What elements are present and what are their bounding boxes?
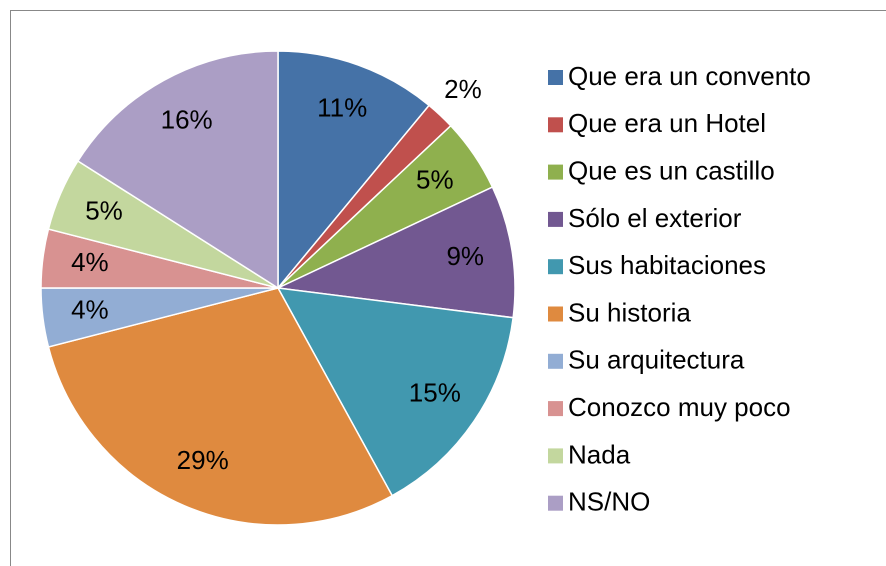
legend-swatch	[548, 70, 563, 85]
pie-slice	[277, 50, 431, 291]
legend-swatch	[548, 401, 563, 417]
data-label: 4%	[71, 247, 109, 277]
legend-label: NS/NO	[568, 487, 650, 517]
pie-slice	[47, 287, 394, 526]
legend-label: Nada	[568, 439, 631, 469]
legend-label: Sus habitaciones	[568, 250, 766, 280]
legend-swatch	[548, 117, 563, 133]
data-label: 15%	[409, 377, 461, 407]
legend-swatch	[548, 164, 563, 180]
legend-label: Que es un castillo	[568, 155, 775, 185]
legend-swatch	[548, 353, 563, 369]
data-label: 16%	[161, 105, 213, 135]
pie-slice	[275, 186, 516, 319]
legend-swatch	[548, 495, 563, 511]
data-label: 5%	[85, 196, 123, 226]
legend-swatch	[548, 448, 563, 464]
legend-label: Su historia	[568, 297, 691, 327]
data-label: 2%	[444, 74, 482, 104]
legend-label: Conozco muy poco	[568, 392, 791, 422]
legend-swatch	[548, 259, 563, 275]
pie-slice	[76, 50, 279, 290]
legend-label: Que era un Hotel	[568, 108, 766, 138]
legend-swatch	[548, 211, 563, 227]
data-label: 9%	[446, 241, 484, 271]
legend-label: Su arquitectura	[568, 345, 745, 375]
data-label: 11%	[317, 92, 367, 122]
data-label: 29%	[177, 445, 229, 475]
data-label: 4%	[71, 295, 109, 325]
pie-slice	[276, 287, 514, 497]
legend-swatch	[548, 306, 563, 322]
legend-label: Que era un convento	[568, 61, 811, 91]
data-label: 5%	[416, 164, 454, 194]
legend-label: Sólo el exterior	[568, 203, 742, 233]
